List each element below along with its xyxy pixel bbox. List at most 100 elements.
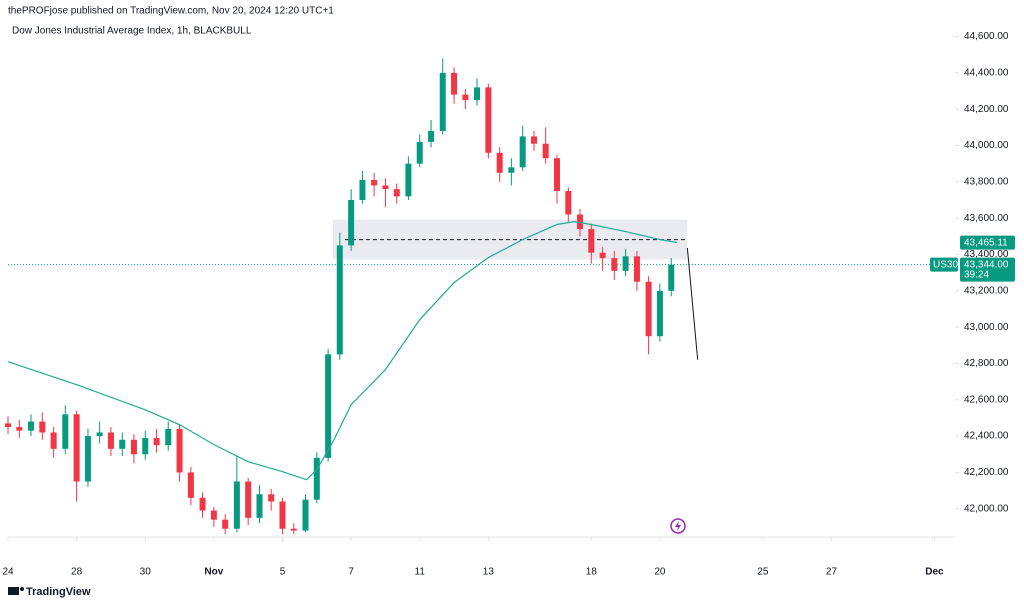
- symbol-tag: [930, 257, 958, 272]
- candle-body: [27, 421, 34, 431]
- x-tick-label: 5: [280, 567, 286, 578]
- candle-body: [176, 428, 183, 473]
- countdown: 39:24: [964, 269, 989, 280]
- x-tick-label: Nov: [204, 567, 223, 578]
- y-tick-label: 42,400.00: [964, 431, 1009, 442]
- candle-body: [405, 163, 412, 197]
- candle-body: [302, 499, 309, 531]
- y-tick-label: 44,400.00: [964, 67, 1009, 78]
- candle-body: [348, 199, 355, 246]
- candle-body: [313, 457, 320, 500]
- candle-body: [416, 141, 423, 164]
- candle-body: [290, 528, 297, 531]
- y-tick-label: 43,800.00: [964, 176, 1009, 187]
- candle-body: [222, 519, 229, 529]
- candle-body: [496, 152, 503, 173]
- candle-body: [153, 437, 160, 446]
- publisher: thePROFjose published on TradingView.com…: [8, 6, 334, 17]
- y-tick-label: 44,000.00: [964, 140, 1009, 151]
- candle-body: [96, 432, 103, 437]
- candle-body: [508, 167, 515, 173]
- candle-body: [371, 180, 378, 186]
- y-tick-label: 43,200.00: [964, 285, 1009, 296]
- candle-body: [119, 439, 126, 449]
- candle-body: [656, 290, 663, 337]
- brand: TradingView: [26, 586, 91, 598]
- x-tick-label: 7: [348, 567, 354, 578]
- candle-body: [565, 190, 572, 215]
- candle-body: [256, 494, 263, 518]
- candle-body: [633, 256, 640, 282]
- price-line-tag: [960, 235, 1015, 250]
- candle-body: [668, 264, 675, 291]
- candle-body: [245, 481, 252, 518]
- y-tick-label: 43,600.00: [964, 213, 1009, 224]
- x-tick-label: 27: [826, 567, 838, 578]
- symbol-label: US30: [933, 259, 958, 270]
- candle-body: [393, 189, 400, 197]
- x-tick-label: 11: [415, 567, 426, 578]
- projection: [686, 247, 699, 360]
- candle-body: [622, 256, 629, 271]
- candle-body: [359, 180, 366, 200]
- candle-body: [210, 510, 217, 520]
- x-tick-label: Dec: [925, 567, 944, 578]
- y-tick-label: 42,600.00: [964, 394, 1009, 405]
- y-tick-label: 43,400.00: [964, 249, 1009, 260]
- price-line-label: 43,465.11: [964, 237, 1008, 248]
- x-tick-label: 24: [2, 567, 14, 578]
- candle-body: [439, 72, 446, 131]
- candle-body: [107, 432, 114, 449]
- candle-body: [50, 432, 57, 449]
- candle-body: [199, 497, 206, 511]
- candle-body: [576, 214, 583, 230]
- candle-body: [39, 421, 46, 433]
- candle-body: [336, 245, 343, 355]
- candle-body: [451, 72, 458, 95]
- candle-body: [130, 439, 137, 455]
- chart-title: Dow Jones Industrial Average Index, 1h, …: [12, 26, 252, 37]
- candle-body: [142, 437, 149, 455]
- candle-body: [382, 185, 389, 190]
- candle-body: [233, 481, 240, 529]
- candle-body: [62, 414, 69, 449]
- x-tick-label: 13: [483, 567, 495, 578]
- candle-body: [645, 281, 652, 337]
- x-tick-label: 28: [71, 567, 83, 578]
- bolt-icon: [670, 518, 686, 534]
- candle-body: [268, 494, 275, 502]
- candle-body: [611, 258, 618, 271]
- logo: [8, 587, 24, 595]
- y-tick-label: 42,200.00: [964, 467, 1009, 478]
- y-tick-label: 42,800.00: [964, 358, 1009, 369]
- candle-body: [485, 87, 492, 153]
- last-price-label: 43,344.00: [964, 259, 1009, 270]
- last-price-tag: [960, 257, 1015, 282]
- candle-body: [16, 427, 23, 431]
- y-tick-label: 44,600.00: [964, 31, 1009, 42]
- y-tick-label: 44,200.00: [964, 104, 1009, 115]
- x-tick-label: 18: [586, 567, 598, 578]
- candle-body: [428, 130, 435, 142]
- x-tick-label: 30: [140, 567, 152, 578]
- candle-body: [84, 436, 91, 482]
- candle-body: [474, 87, 481, 101]
- candle-body: [519, 136, 526, 168]
- y-tick-label: 43,000.00: [964, 322, 1009, 333]
- moving-average: [7, 220, 678, 481]
- candle-body: [279, 501, 286, 529]
- candle-body: [530, 136, 537, 144]
- candle-body: [462, 94, 469, 101]
- candle-body: [542, 143, 549, 159]
- candle-body: [165, 428, 172, 446]
- candle-body: [73, 414, 80, 482]
- candle-body: [553, 158, 560, 191]
- candle-body: [599, 252, 606, 259]
- x-tick-label: 25: [757, 567, 769, 578]
- candle-body: [588, 229, 595, 253]
- candle-body: [187, 472, 194, 498]
- x-tick-label: 20: [654, 567, 666, 578]
